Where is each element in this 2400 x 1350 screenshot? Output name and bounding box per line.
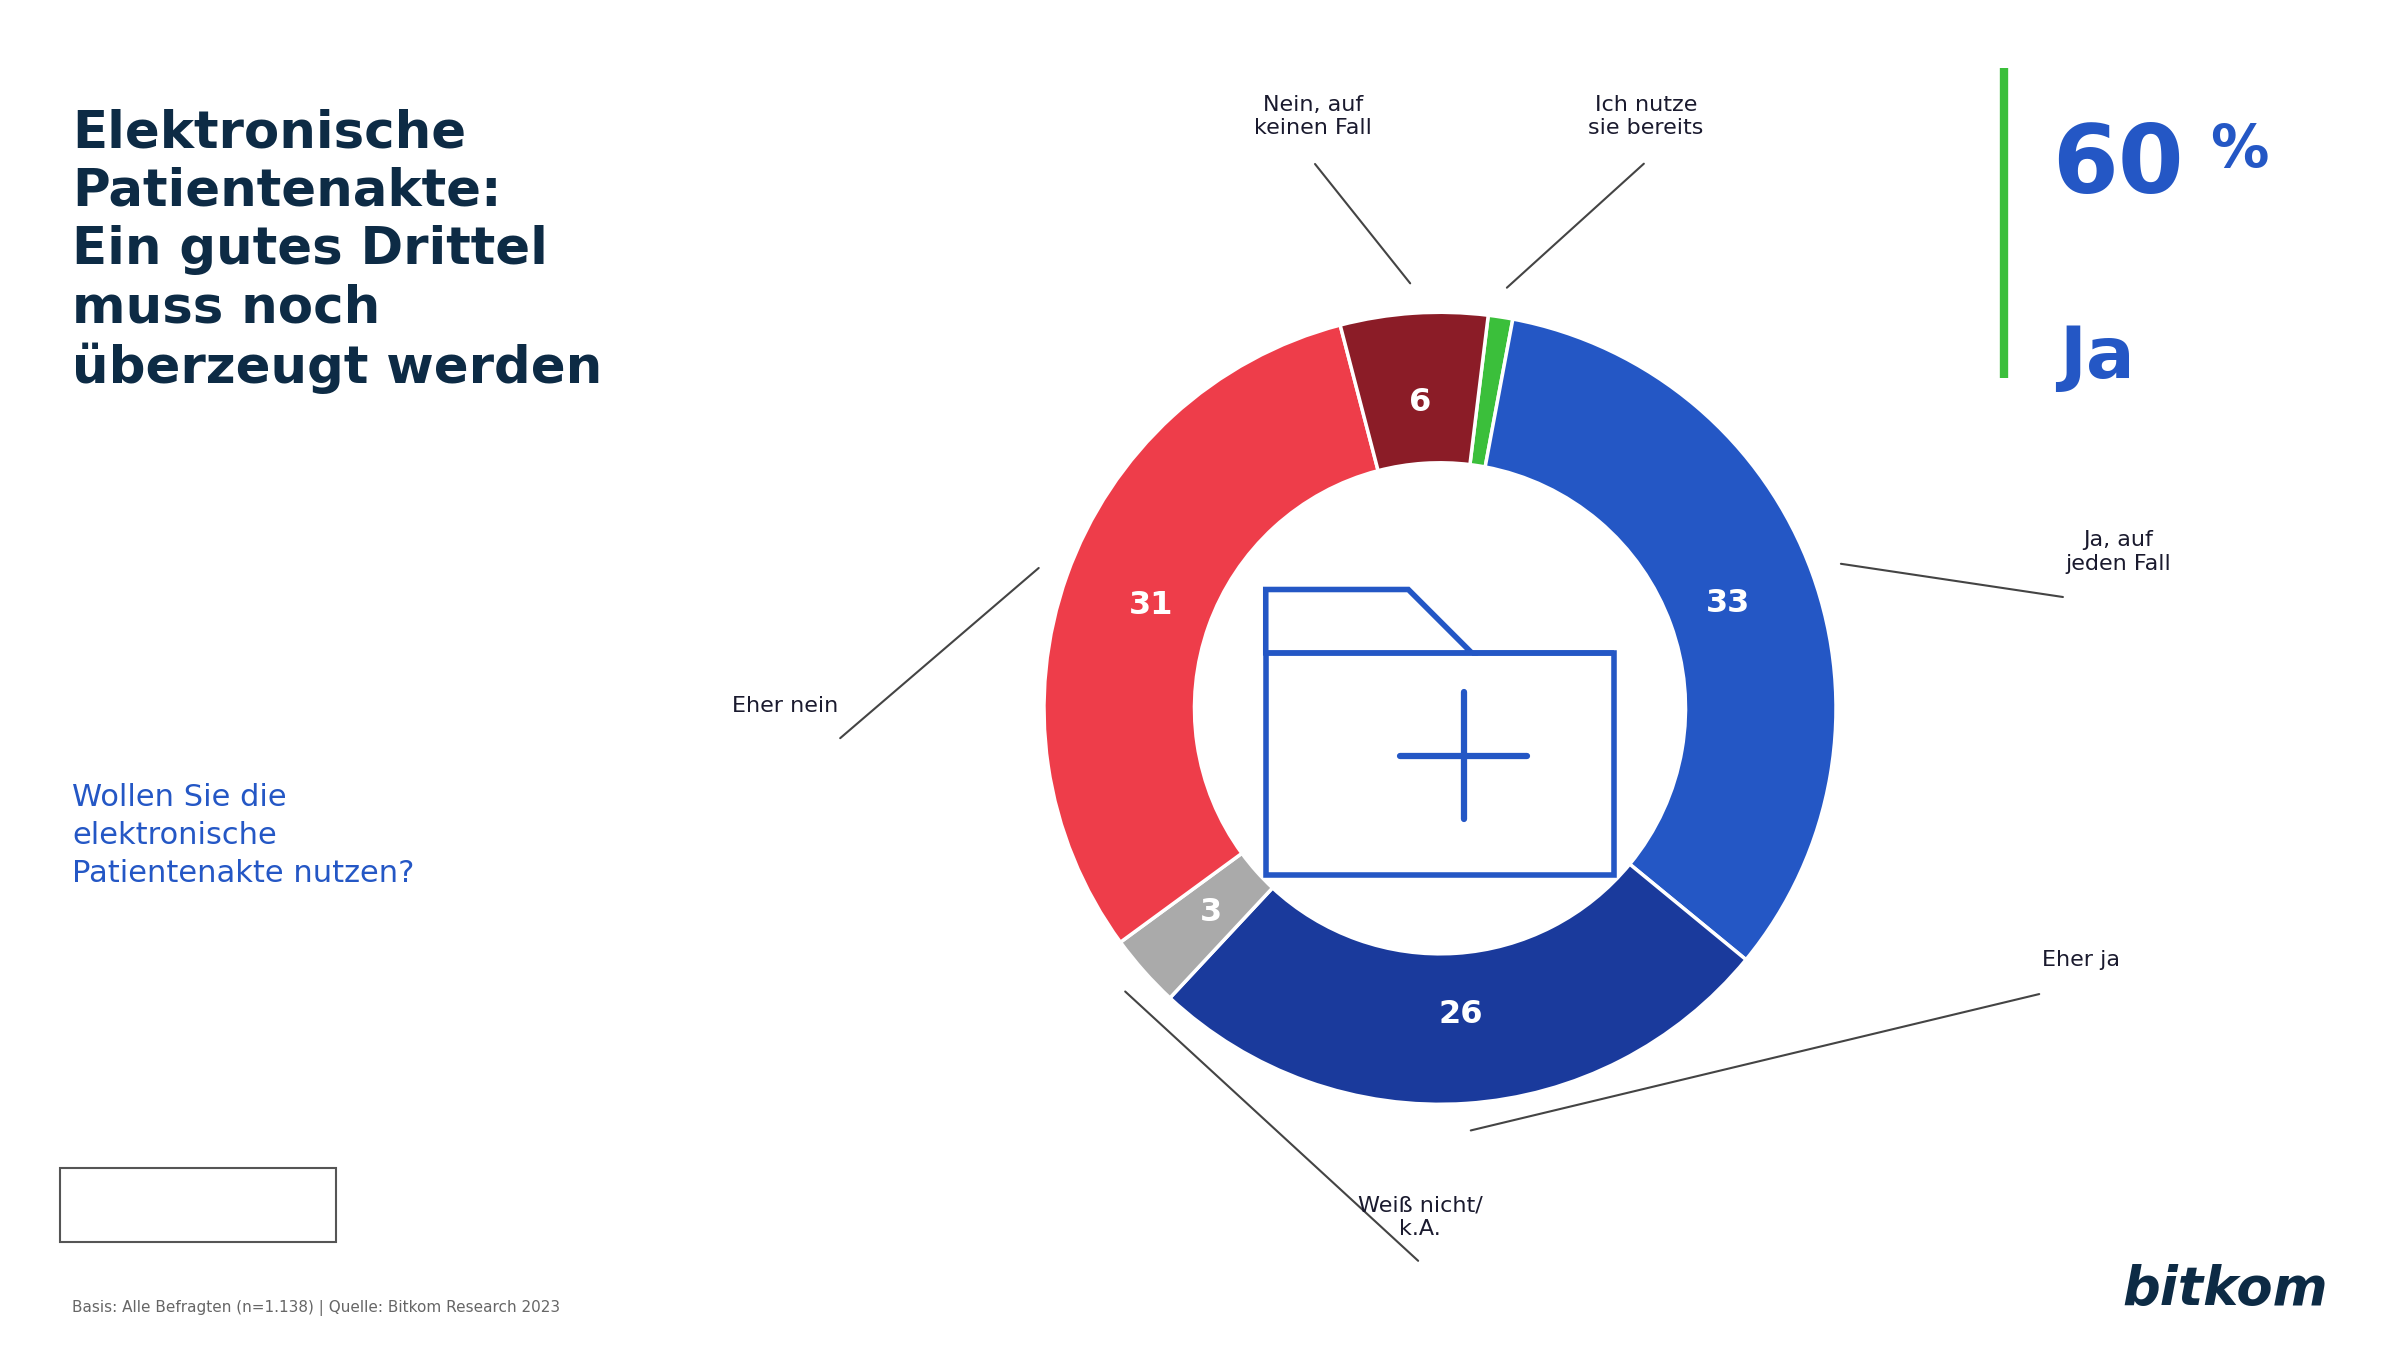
Text: bitkom: bitkom (2122, 1264, 2328, 1316)
FancyBboxPatch shape (60, 1168, 336, 1242)
Wedge shape (1469, 316, 1512, 467)
Text: Eher ja: Eher ja (2042, 949, 2119, 969)
Text: %: % (2210, 122, 2268, 178)
Wedge shape (1339, 312, 1488, 471)
Text: 33: 33 (1706, 587, 1750, 618)
Text: Ja, auf
jeden Fall: Ja, auf jeden Fall (2066, 531, 2172, 574)
Text: 60: 60 (2052, 122, 2184, 213)
Text: Ich nutze
sie bereits: Ich nutze sie bereits (1589, 95, 1704, 138)
Text: 26: 26 (1438, 999, 1483, 1030)
Wedge shape (1486, 319, 1836, 960)
Text: Weiß nicht/
k.A.: Weiß nicht/ k.A. (1358, 1196, 1483, 1239)
Polygon shape (1265, 590, 1471, 653)
Text: 3: 3 (1200, 896, 1222, 927)
Text: 31: 31 (1128, 590, 1174, 621)
FancyBboxPatch shape (1265, 653, 1615, 875)
Text: Eher nein: Eher nein (732, 697, 838, 717)
Wedge shape (1121, 853, 1272, 998)
Wedge shape (1169, 864, 1747, 1104)
Text: Elektronische
Patientenakte:
Ein gutes Drittel
muss noch
überzeugt werden: Elektronische Patientenakte: Ein gutes D… (72, 108, 602, 394)
Text: Basis: Alle Befragten (n=1.138) | Quelle: Bitkom Research 2023: Basis: Alle Befragten (n=1.138) | Quelle… (72, 1300, 559, 1316)
Circle shape (1222, 490, 1658, 926)
Text: Nein, auf
keinen Fall: Nein, auf keinen Fall (1255, 95, 1373, 138)
Text: 6: 6 (1409, 386, 1430, 417)
Text: Wollen Sie die
elektronische
Patientenakte nutzen?: Wollen Sie die elektronische Patientenak… (72, 783, 415, 888)
Text: in Prozent: in Prozent (149, 1195, 247, 1214)
Wedge shape (1044, 325, 1378, 942)
Text: Ja: Ja (2059, 324, 2136, 393)
